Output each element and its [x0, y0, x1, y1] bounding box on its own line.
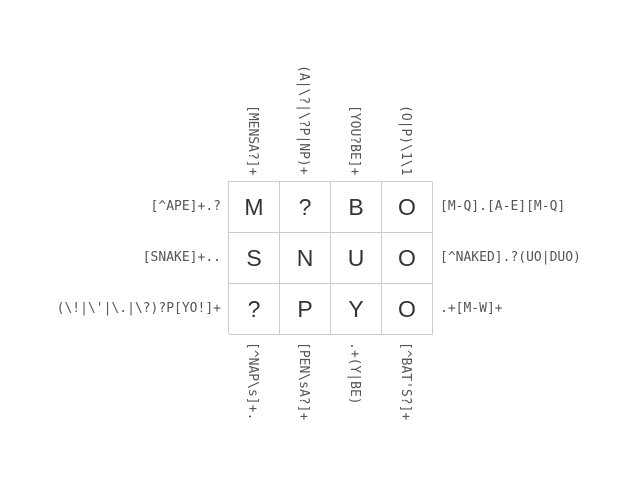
grid-cell[interactable]: S: [229, 233, 280, 284]
column-clue-top-1: [MENSA?]+: [245, 104, 260, 175]
column-clue-bottom-1: [^NAP\s]+.: [245, 342, 260, 421]
grid-cell[interactable]: P: [280, 284, 331, 335]
grid-cell[interactable]: Y: [331, 284, 382, 335]
row-clue-left-3: (\!|\'|\.|\?)?P[YO!]+: [56, 301, 221, 316]
grid-cell[interactable]: ?: [229, 284, 280, 335]
column-clue-top-3: [YOU?BE]+: [347, 104, 362, 175]
grid-cell[interactable]: O: [382, 233, 433, 284]
crossword-grid: M ? B O S N U O ? P Y O: [228, 181, 433, 335]
column-clue-bottom-4: [^BAT'S?]+: [398, 342, 413, 421]
column-clue-top-2: (A|\?|\?P|NP)+: [296, 65, 311, 175]
grid-cell[interactable]: O: [382, 284, 433, 335]
row-clue-right-3: .+[M-W]+: [440, 301, 503, 316]
grid-cell[interactable]: N: [280, 233, 331, 284]
row-clue-left-2: [SNAKE]+..: [142, 250, 221, 265]
column-clue-bottom-2: [PEN\sA?]+: [296, 342, 311, 421]
grid-cell[interactable]: O: [382, 182, 433, 233]
grid-cell[interactable]: M: [229, 182, 280, 233]
grid-cell[interactable]: U: [331, 233, 382, 284]
row-clue-right-1: [M-Q].[A-E][M-Q]: [440, 199, 566, 214]
grid-cell[interactable]: B: [331, 182, 382, 233]
grid-cell[interactable]: ?: [280, 182, 331, 233]
column-clue-top-4: (O|P)\1\1: [398, 104, 413, 175]
row-clue-left-1: [^APE]+.?: [150, 199, 221, 214]
column-clue-bottom-3: .+(Y|BE): [347, 342, 362, 405]
row-clue-right-2: [^NAKED].?(UO|DUO): [440, 250, 581, 265]
